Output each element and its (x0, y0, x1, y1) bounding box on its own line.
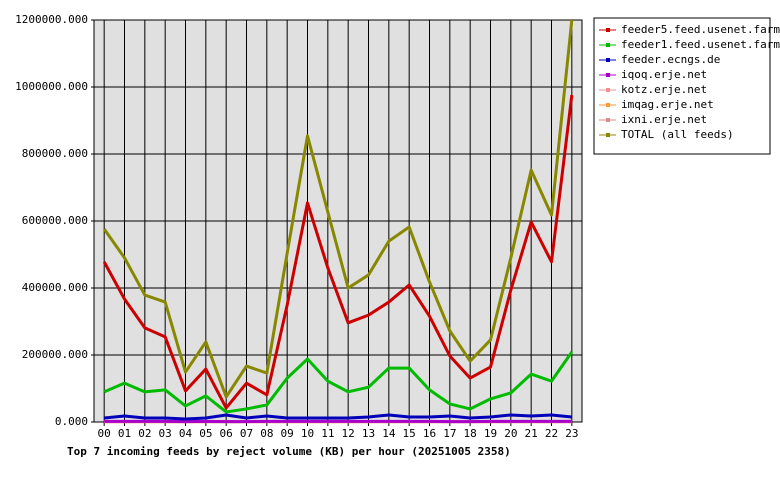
legend-dot (606, 73, 610, 77)
x-tick-label: 14 (382, 427, 396, 440)
x-tick-label: 00 (98, 427, 111, 440)
x-tick-label: 02 (138, 427, 151, 440)
y-tick-label: 600000.000 (22, 214, 88, 227)
legend-label: feeder5.feed.usenet.farm (621, 23, 780, 36)
x-tick-label: 06 (220, 427, 233, 440)
x-tick-label: 10 (301, 427, 314, 440)
legend-dot (606, 58, 610, 62)
series-line (102, 19, 574, 399)
x-tick-label: 18 (464, 427, 477, 440)
legend-dot (606, 28, 610, 32)
x-tick-label: 05 (199, 427, 212, 440)
series-line (102, 94, 574, 410)
legend-dot (606, 88, 610, 92)
legend-label: TOTAL (all feeds) (621, 128, 734, 141)
legend-label: imqag.erje.net (621, 98, 714, 111)
series-line (103, 351, 574, 414)
x-tick-label: 08 (260, 427, 273, 440)
legend-label: feeder1.feed.usenet.farm (621, 38, 780, 51)
legend-dot (606, 133, 610, 137)
y-tick-label: 400000.000 (22, 281, 88, 294)
x-tick-label: 09 (281, 427, 294, 440)
legend-box (593, 17, 771, 155)
x-tick-label: 15 (403, 427, 416, 440)
legend-label: iqoq.erje.net (621, 68, 707, 81)
y-tick-label: 1000000.000 (15, 80, 88, 93)
x-tick-label: 04 (179, 427, 193, 440)
legend-dot (606, 103, 610, 107)
x-tick-label: 03 (159, 427, 172, 440)
legend-label: kotz.erje.net (621, 83, 707, 96)
x-tick-label: 22 (545, 427, 558, 440)
y-tick-label: 200000.000 (22, 348, 88, 361)
legend-dot (606, 118, 610, 122)
x-tick-label: 21 (525, 427, 538, 440)
y-tick-label: 1200000.000 (15, 13, 88, 26)
x-tick-label: 01 (118, 427, 131, 440)
x-tick-label: 20 (504, 427, 517, 440)
x-tick-label: 23 (565, 427, 578, 440)
x-tick-label: 12 (342, 427, 355, 440)
x-tick-label: 19 (484, 427, 497, 440)
x-tick-label: 07 (240, 427, 253, 440)
x-tick-label: 16 (423, 427, 436, 440)
chart-title: Top 7 incoming feeds by reject volume (K… (67, 445, 511, 458)
x-tick-label: 13 (362, 427, 375, 440)
y-tick-label: 800000.000 (22, 147, 88, 160)
series-line (104, 413, 572, 421)
legend-label: feeder.ecngs.de (621, 53, 720, 66)
x-tick-label: 11 (321, 427, 334, 440)
legend-dot (606, 43, 610, 47)
x-tick-label: 17 (443, 427, 456, 440)
legend-label: ixni.erje.net (621, 113, 707, 126)
y-tick-label: 0.000 (55, 415, 88, 428)
